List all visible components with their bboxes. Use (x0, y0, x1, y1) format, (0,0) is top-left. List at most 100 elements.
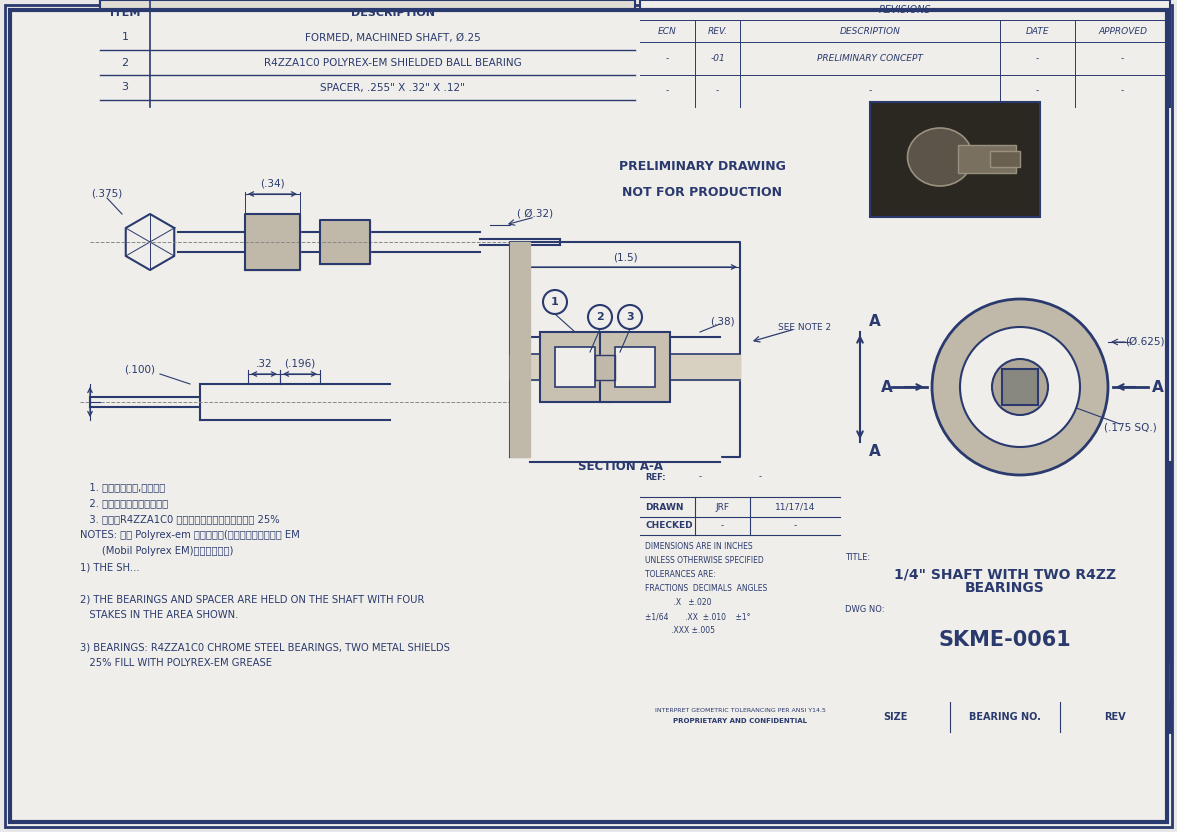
Circle shape (618, 305, 641, 329)
Polygon shape (320, 220, 370, 264)
Text: A: A (869, 444, 880, 459)
Text: DWG NO:: DWG NO: (845, 606, 884, 615)
Circle shape (932, 299, 1108, 475)
Text: REF:: REF: (645, 473, 666, 482)
Bar (1002, 369, 1038, 405)
Text: PRELIMINARY DRAWING: PRELIMINARY DRAWING (619, 160, 786, 173)
Text: -: - (1036, 87, 1039, 95)
Text: ±1/64       .XX  ±.010    ±1°: ±1/64 .XX ±.010 ±1° (645, 612, 751, 621)
Text: .32: .32 (255, 359, 272, 369)
Text: A: A (1152, 379, 1164, 394)
Text: APPROVED: APPROVED (1098, 27, 1148, 36)
Text: 2. 軸承和墊片配合看視圖。: 2. 軸承和墊片配合看視圖。 (80, 498, 168, 508)
Bar (840, 702, 1170, 732)
Text: -: - (869, 87, 872, 95)
Text: REV: REV (1104, 712, 1126, 722)
Text: INTERPRET GEOMETRIC TOLERANCING PER ANSI Y14.5: INTERPRET GEOMETRIC TOLERANCING PER ANSI… (654, 707, 825, 712)
Text: PRELIMINARY CONCEPT: PRELIMINARY CONCEPT (817, 54, 923, 62)
Text: -: - (666, 54, 670, 62)
Bar (990, 151, 1020, 167)
Text: .XXX ±.005: .XXX ±.005 (645, 626, 714, 635)
Bar (616, 347, 654, 387)
Bar (870, 102, 1040, 217)
Text: CHECKED: CHECKED (645, 522, 692, 531)
Circle shape (992, 359, 1048, 415)
Text: BEARINGS: BEARINGS (965, 581, 1045, 595)
Text: -: - (720, 522, 724, 531)
Text: (.375): (.375) (92, 189, 122, 199)
Text: ITEM: ITEM (109, 7, 140, 17)
Text: JRF: JRF (714, 503, 729, 512)
Text: NOT FOR PRODUCTION: NOT FOR PRODUCTION (623, 186, 783, 199)
Polygon shape (245, 214, 300, 270)
Text: ECN: ECN (658, 27, 677, 36)
Polygon shape (178, 232, 480, 252)
Text: DRAWN: DRAWN (645, 503, 684, 512)
Text: -: - (1121, 54, 1124, 62)
Text: 1/4" SHAFT WITH TWO R4ZZ: 1/4" SHAFT WITH TWO R4ZZ (895, 567, 1116, 581)
Polygon shape (510, 242, 740, 457)
Bar (958, 145, 1016, 173)
Text: -: - (1036, 54, 1039, 62)
Text: (.100): (.100) (125, 365, 155, 375)
Text: NOTES: 充滿 Polyrex-em 潤滑油脂。(超級優質美孚寶力達 EM: NOTES: 充滿 Polyrex-em 潤滑油脂。(超級優質美孚寶力達 EM (80, 530, 300, 540)
Polygon shape (530, 337, 720, 462)
Text: SECTION A-A: SECTION A-A (578, 460, 663, 473)
Text: -: - (758, 473, 762, 482)
Text: 1. 此軸表面鍍鋅,環保的。: 1. 此軸表面鍍鋅,環保的。 (80, 482, 165, 492)
Text: -01: -01 (710, 54, 725, 62)
Bar (556, 347, 596, 387)
Circle shape (960, 327, 1080, 447)
Bar (540, 332, 610, 402)
Text: 3: 3 (121, 82, 128, 92)
Text: STAKES IN THE AREA SHOWN.: STAKES IN THE AREA SHOWN. (80, 610, 239, 620)
Text: A: A (869, 314, 880, 329)
Bar (596, 142, 810, 212)
Text: .X   ±.020: .X ±.020 (645, 598, 712, 607)
Text: -: - (666, 87, 670, 95)
Bar (840, 592, 1170, 662)
Text: DATE: DATE (1025, 27, 1050, 36)
Text: (.38): (.38) (710, 317, 734, 327)
Polygon shape (480, 239, 560, 245)
Text: (1.5): (1.5) (613, 252, 637, 262)
Bar (640, 462, 840, 732)
Text: (.175 SQ.): (.175 SQ.) (1104, 422, 1156, 432)
Circle shape (543, 290, 567, 314)
Text: FORMED, MACHINED SHAFT, Ø.25: FORMED, MACHINED SHAFT, Ø.25 (305, 32, 480, 42)
Text: R4ZZA1C0 POLYREX-EM SHIELDED BALL BEARING: R4ZZA1C0 POLYREX-EM SHIELDED BALL BEARIN… (264, 57, 521, 67)
Polygon shape (510, 242, 530, 457)
Text: 1) THE SH...: 1) THE SH... (80, 562, 140, 572)
Text: (.196): (.196) (285, 359, 315, 369)
Text: -: - (698, 473, 701, 482)
Text: A: A (882, 379, 893, 394)
Text: BEARING NO.: BEARING NO. (969, 712, 1040, 722)
Polygon shape (200, 384, 390, 420)
Text: TOLERANCES ARE:: TOLERANCES ARE: (645, 570, 716, 579)
Text: 1: 1 (121, 32, 128, 42)
Text: SIZE: SIZE (883, 712, 907, 722)
Text: REV.: REV. (707, 27, 727, 36)
Text: 2: 2 (596, 312, 604, 322)
Bar (840, 462, 1170, 592)
Text: SEE NOTE 2: SEE NOTE 2 (778, 323, 832, 331)
Circle shape (588, 305, 612, 329)
Bar (600, 332, 670, 402)
Text: (Ø.625): (Ø.625) (1125, 337, 1165, 347)
Bar (640, 0, 1170, 107)
Text: 2: 2 (121, 57, 128, 67)
Polygon shape (596, 354, 616, 379)
Text: 11/17/14: 11/17/14 (774, 503, 816, 512)
Polygon shape (89, 397, 200, 407)
Text: 3: 3 (626, 312, 633, 322)
Bar (100, 0, 636, 107)
Text: 2) THE BEARINGS AND SPACER ARE HELD ON THE SHAFT WITH FOUR: 2) THE BEARINGS AND SPACER ARE HELD ON T… (80, 594, 425, 604)
Bar (640, 462, 1170, 732)
Text: DIMENSIONS ARE IN INCHES: DIMENSIONS ARE IN INCHES (645, 542, 752, 551)
Text: SPACER, .255" X .32" X .12": SPACER, .255" X .32" X .12" (320, 82, 465, 92)
Text: -: - (1121, 87, 1124, 95)
Polygon shape (126, 214, 174, 270)
Text: -: - (716, 87, 719, 95)
Text: 3) BEARINGS: R4ZZA1C0 CHROME STEEL BEARINGS, TWO METAL SHIELDS: 3) BEARINGS: R4ZZA1C0 CHROME STEEL BEARI… (80, 642, 450, 652)
Text: UNLESS OTHERWISE SPECIFIED: UNLESS OTHERWISE SPECIFIED (645, 556, 764, 565)
